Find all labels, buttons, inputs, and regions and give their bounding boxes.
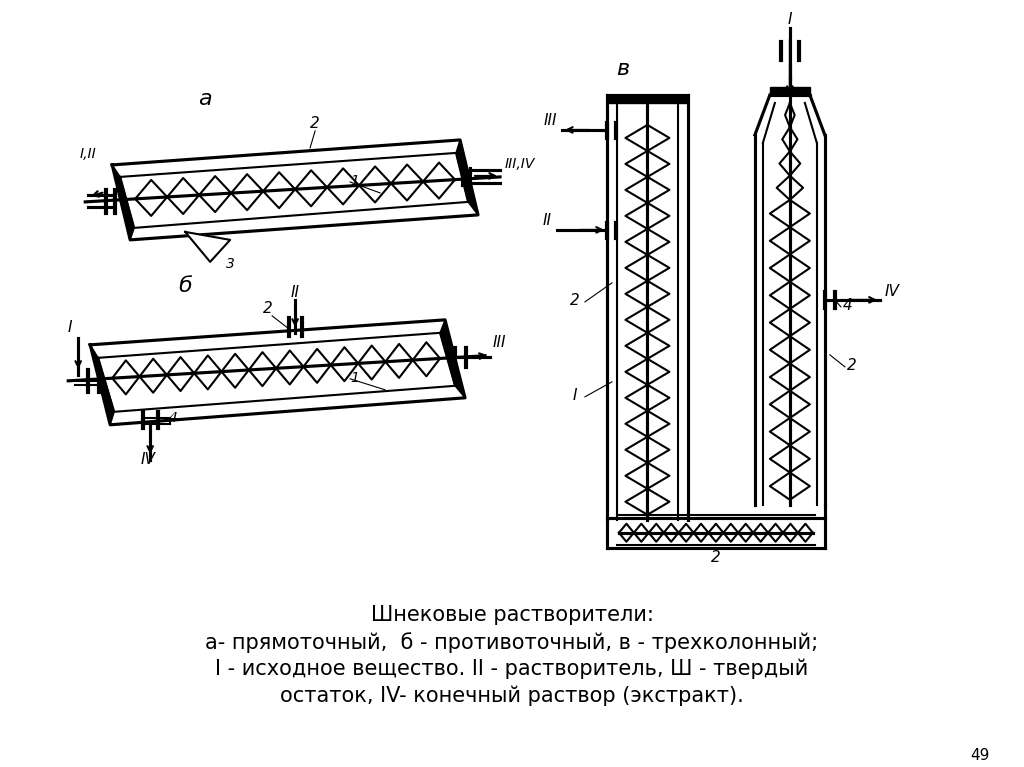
Polygon shape: [120, 153, 468, 228]
Text: 2: 2: [570, 293, 580, 308]
Bar: [607, 95, 688, 103]
Text: II: II: [291, 285, 300, 300]
Polygon shape: [90, 320, 465, 425]
Text: 2: 2: [263, 301, 273, 316]
Polygon shape: [113, 140, 478, 240]
Polygon shape: [90, 345, 115, 425]
Text: IV: IV: [140, 452, 156, 467]
Polygon shape: [113, 165, 134, 240]
Polygon shape: [440, 320, 465, 398]
Text: I: I: [787, 12, 793, 27]
Text: 4: 4: [843, 298, 853, 313]
Text: II: II: [543, 213, 552, 228]
Text: 4: 4: [169, 411, 177, 425]
Bar: [770, 87, 810, 95]
Text: III: III: [544, 113, 557, 128]
Text: 2: 2: [847, 358, 857, 373]
Text: I,II: I,II: [80, 147, 96, 161]
Text: III: III: [493, 335, 507, 350]
Text: остаток, IV- конечный раствор (экстракт).: остаток, IV- конечный раствор (экстракт)…: [281, 686, 743, 706]
Text: Шнековые растворители:: Шнековые растворители:: [371, 604, 653, 624]
Polygon shape: [456, 140, 478, 215]
Text: 1: 1: [350, 370, 359, 385]
Text: 1: 1: [350, 174, 359, 188]
Polygon shape: [185, 232, 230, 262]
Text: III,IV: III,IV: [505, 157, 536, 171]
Text: а- прямоточный,  б - противоточный, в - трехколонный;: а- прямоточный, б - противоточный, в - т…: [206, 632, 818, 653]
Text: 49: 49: [970, 748, 989, 762]
Text: 2: 2: [310, 116, 319, 131]
Text: в: в: [616, 59, 630, 79]
Text: б: б: [178, 276, 193, 296]
Text: 2: 2: [711, 550, 721, 565]
Text: а: а: [199, 89, 212, 109]
Polygon shape: [98, 333, 455, 412]
Text: I: I: [68, 320, 73, 335]
Text: IV: IV: [885, 284, 900, 299]
Text: I: I: [572, 388, 578, 403]
Text: 3: 3: [225, 257, 234, 271]
Text: I - исходное вещество. II - растворитель, Ш - твердый: I - исходное вещество. II - растворитель…: [215, 659, 809, 680]
